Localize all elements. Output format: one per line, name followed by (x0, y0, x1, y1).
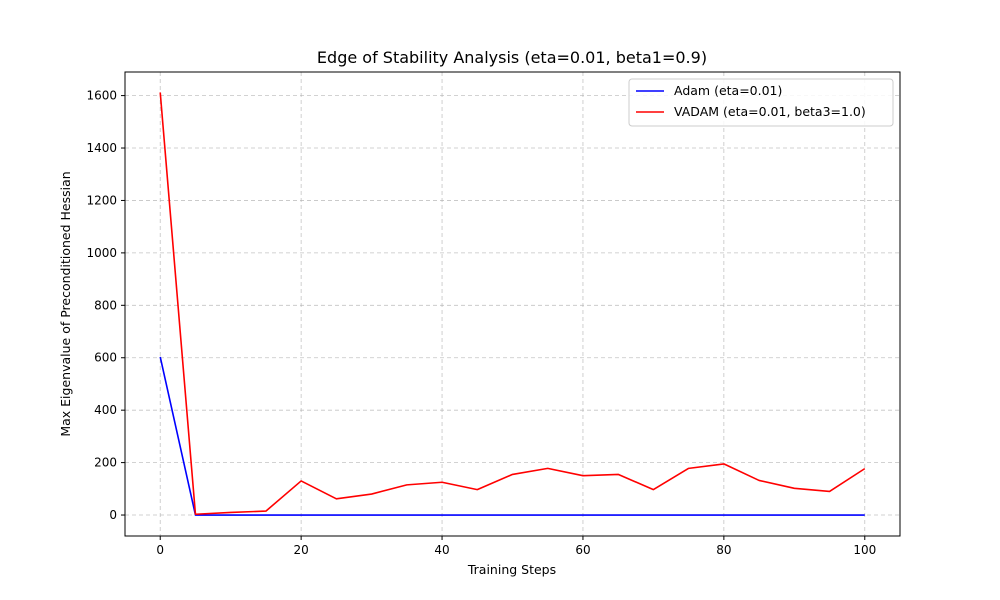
x-tick-label: 20 (293, 543, 308, 557)
x-tick-label: 80 (716, 543, 731, 557)
plot-series (159, 92, 866, 516)
y-tick-label: 0 (109, 508, 117, 522)
legend-label-adam: Adam (eta=0.01) (674, 83, 782, 98)
legend-label-vadam: VADAM (eta=0.01, beta3=1.0) (674, 104, 866, 119)
chart-title: Edge of Stability Analysis (eta=0.01, be… (317, 48, 707, 67)
x-tick-label: 60 (575, 543, 590, 557)
y-tick-label: 1000 (86, 246, 117, 260)
y-tick-label: 800 (94, 298, 117, 312)
y-tick-label: 1600 (86, 89, 117, 103)
x-tick-label: 0 (156, 543, 164, 557)
x-tick-label: 40 (434, 543, 449, 557)
grid (125, 72, 900, 536)
y-tick-label: 1400 (86, 141, 117, 155)
axis-ticks: 0 20 40 60 80 1000200400600800100012001400160… (86, 89, 876, 557)
y-tick-label: 600 (94, 351, 117, 365)
y-tick-label: 1200 (86, 193, 117, 207)
x-axis-label: Training Steps (467, 562, 556, 577)
legend-box (628, 78, 894, 127)
y-tick-label: 200 (94, 456, 117, 470)
plot-frame (124, 71, 901, 537)
y-tick-label: 400 (94, 403, 117, 417)
legend: Adam (eta=0.01) VADAM (eta=0.01, beta3=1… (628, 78, 894, 127)
x-tick-label: 100 (853, 543, 876, 557)
series-line-adam (159, 356, 865, 516)
y-axis-label: Max Eigenvalue of Preconditioned Hessian (58, 171, 73, 436)
series-line-vadam (159, 92, 866, 516)
